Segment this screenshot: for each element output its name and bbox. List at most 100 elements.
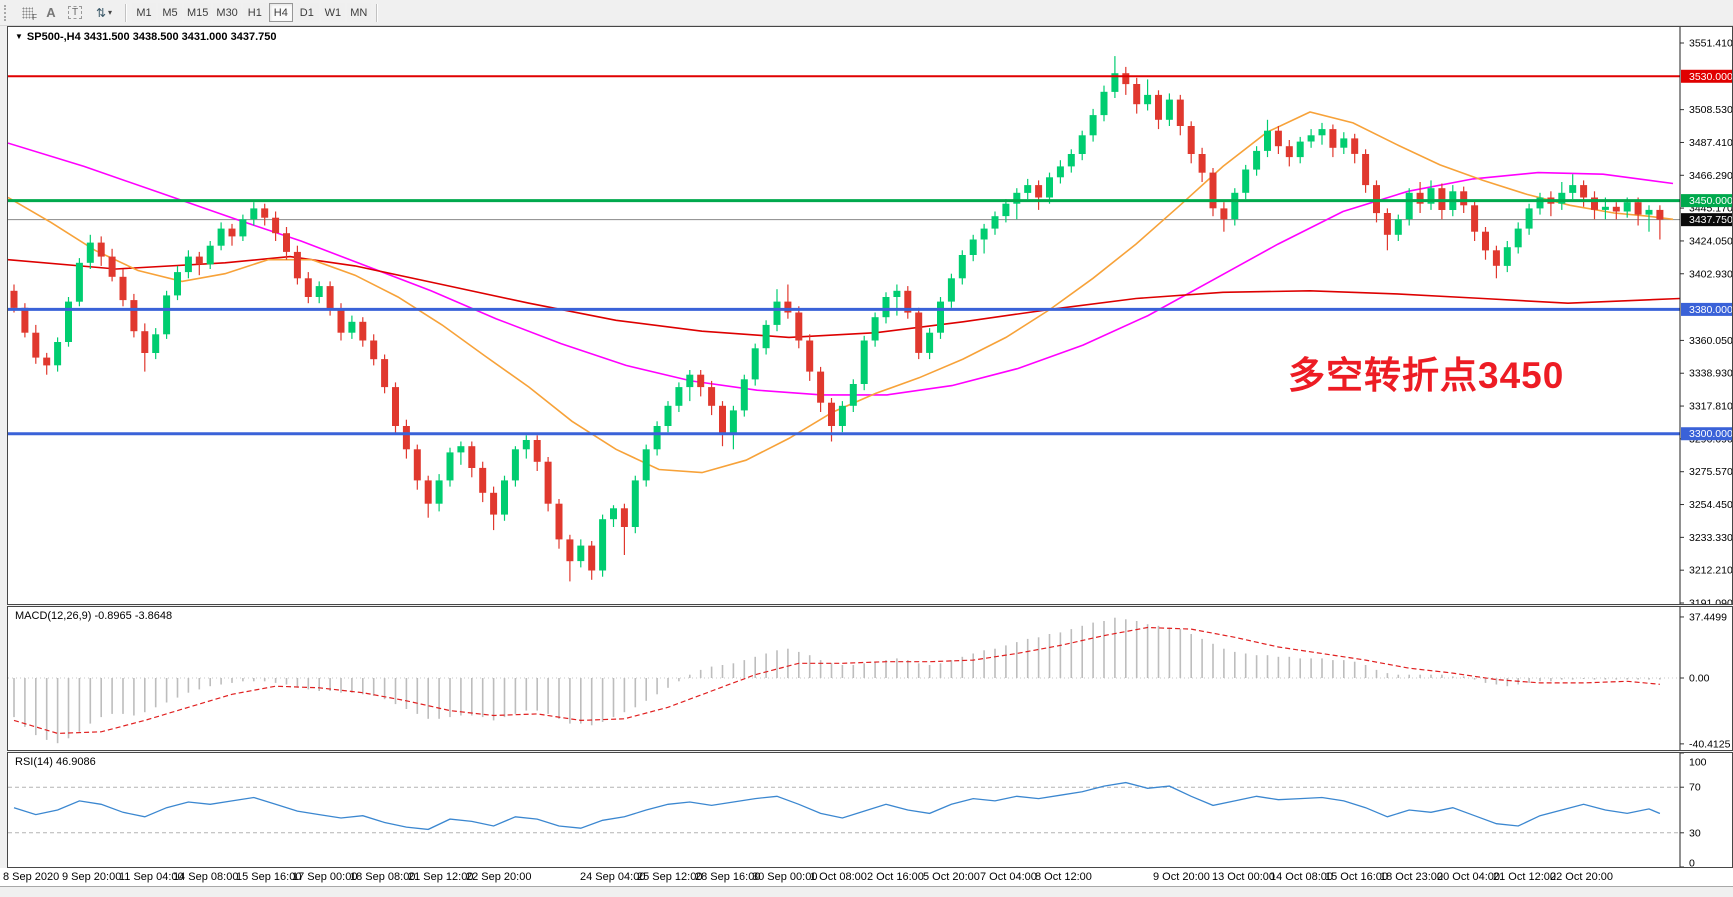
candle-body	[860, 340, 868, 384]
candle-body	[1111, 73, 1119, 92]
candle-body	[304, 278, 312, 297]
candle-body	[1460, 191, 1468, 206]
timeframe-buttons: M1 M5 M15 M30 H1 H4 D1 W1 MN	[131, 3, 372, 22]
candle-body	[1362, 154, 1370, 186]
timeframe-h4-button[interactable]: H4	[268, 3, 293, 22]
candle-body	[1024, 185, 1032, 193]
candle-body	[1514, 228, 1522, 248]
candle-body	[1634, 202, 1642, 215]
candle-body	[631, 480, 639, 527]
time-label: 8 Oct 12:00	[1035, 871, 1092, 883]
candle-body	[1318, 129, 1326, 136]
symbol-dropdown-icon[interactable]: ▼	[15, 32, 23, 41]
timeframe-w1-button[interactable]: W1	[320, 3, 345, 22]
candle-body	[926, 332, 934, 353]
candle-body	[152, 334, 160, 353]
text-box-tool-button[interactable]: T	[63, 3, 87, 23]
time-label: 28 Sep 16:00	[695, 871, 761, 883]
candle-body	[86, 242, 94, 263]
candle-body	[293, 251, 301, 279]
candle-body	[664, 405, 672, 426]
candle-body	[283, 233, 290, 252]
svg-text:3450.000: 3450.000	[1689, 195, 1732, 207]
rsi-pane[interactable]: 100 70 30 0 RSI(14) 46.9086	[7, 752, 1733, 868]
macd-chart[interactable]: 37.4499 0.00 -40.4125	[8, 607, 1732, 750]
candle-body	[588, 545, 596, 571]
time-label: 13 Oct 00:00	[1212, 871, 1275, 883]
timeframe-m1-button[interactable]: M1	[132, 3, 156, 22]
candle-body	[1242, 169, 1250, 193]
candle-body	[1144, 94, 1152, 105]
candle-body	[1340, 138, 1348, 148]
candle-body	[719, 405, 726, 434]
candle-body	[501, 480, 508, 515]
candle-body	[10, 290, 18, 308]
candle-body	[1471, 205, 1479, 232]
candle-body	[610, 508, 617, 520]
time-label: 18 Sep 08:00	[350, 871, 416, 883]
candle-body	[315, 286, 323, 297]
macd-pane[interactable]: 37.4499 0.00 -40.4125 MACD(12,26,9) -0.896…	[7, 606, 1733, 751]
candle-body	[762, 324, 770, 349]
bottom-strip	[0, 886, 1733, 897]
timeframe-m5-button[interactable]: M5	[158, 3, 182, 22]
timeframe-h1-button[interactable]: H1	[242, 3, 267, 22]
main-chart-pane[interactable]: 3551.410 3508.530 3487.410 3466.290 3445.170…	[7, 26, 1733, 605]
candle-body	[108, 256, 116, 277]
ma-long-red	[8, 255, 1681, 339]
candle-body	[980, 228, 988, 240]
svg-text:3424.050: 3424.050	[1689, 235, 1732, 247]
candle-body	[239, 219, 247, 237]
timeframe-mn-button[interactable]: MN	[346, 3, 371, 22]
dotted-grid-f-tool-button[interactable]: F	[15, 3, 39, 23]
chart-title[interactable]: ▼ SP500-,H4 3431.500 3438.500 3431.000 34…	[15, 31, 276, 43]
candle-body	[773, 301, 781, 325]
svg-text:30: 30	[1689, 827, 1701, 839]
rsi-line	[13, 781, 1661, 831]
time-label: 22 Oct 20:00	[1550, 871, 1613, 883]
timeframe-m15-button[interactable]: M15	[184, 3, 212, 22]
time-label: 8 Sep 2020	[3, 871, 60, 883]
candle-body	[174, 272, 181, 296]
price-chart[interactable]: 3551.4103508.5303487.4103466.2903445.170…	[8, 27, 1732, 604]
symbol-ohlc-text: SP500-,H4 3431.500 3438.500 3431.000 343…	[26, 31, 277, 43]
candle-body	[1067, 154, 1075, 167]
candle-body	[915, 312, 923, 353]
candle-body	[1351, 138, 1359, 154]
candle-body	[250, 208, 258, 220]
macd-axis-ticks: 37.4499 0.00 -40.4125	[1680, 611, 1731, 750]
svg-text:37.4499: 37.4499	[1689, 611, 1727, 623]
candle-body	[184, 256, 192, 273]
svg-text:3233.330: 3233.330	[1689, 532, 1732, 544]
candle-body	[1438, 188, 1446, 210]
timeframe-m30-button[interactable]: M30	[213, 3, 241, 22]
chart-window: 3551.410 3508.530 3487.410 3466.290 3445.170…	[7, 26, 1733, 868]
objects-tool-button[interactable]: ⇅ ▾	[87, 3, 121, 23]
svg-text:-40.4125: -40.4125	[1689, 738, 1731, 750]
rsi-chart[interactable]: 100 70 30 0	[8, 753, 1732, 867]
candle-body	[43, 357, 51, 366]
candle-body	[1623, 202, 1631, 212]
candle-body	[326, 286, 334, 310]
candle-body	[75, 262, 83, 302]
time-label: 25 Sep 12:00	[637, 871, 703, 883]
candle-body	[522, 440, 530, 450]
text-label-tool-button[interactable]: A	[39, 3, 63, 23]
rsi-axis-ticks: 100 70 30 0	[1680, 753, 1707, 867]
chart-annotation[interactable]: 多空转折点3450	[1288, 355, 1565, 396]
candle-body	[1046, 177, 1053, 198]
price-badge-3300.000: 3300.000	[1681, 427, 1732, 441]
candle-body	[1176, 99, 1184, 126]
toolbar-grip[interactable]	[4, 4, 11, 21]
candle-body	[686, 374, 694, 388]
candle-body	[577, 545, 585, 562]
candle-body	[1274, 130, 1282, 147]
time-axis[interactable]: 8 Sep 2020 9 Sep 20:00 11 Sep 04:00 14 Sep …	[0, 868, 1733, 886]
candle-body	[991, 216, 999, 229]
up-down-arrows-icon: ⇅	[95, 5, 107, 20]
time-label: 14 Sep 08:00	[173, 871, 239, 883]
timeframe-d1-button[interactable]: D1	[294, 3, 319, 22]
candle-body	[1078, 135, 1086, 154]
candle-body	[1329, 129, 1337, 148]
candle-body	[228, 228, 236, 237]
